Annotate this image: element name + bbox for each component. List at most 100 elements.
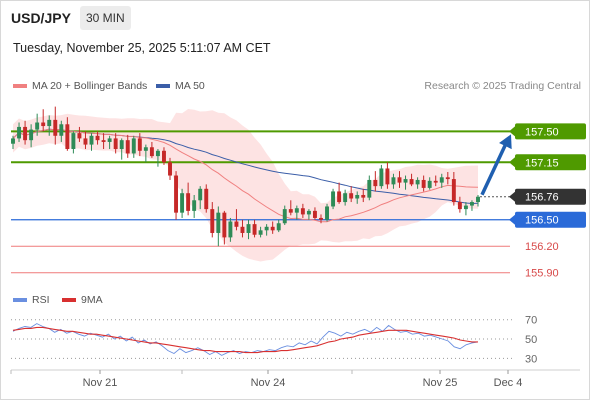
timeframe-button[interactable]: 30 MIN xyxy=(80,6,131,30)
candle-body xyxy=(101,140,106,142)
candle-body xyxy=(65,124,70,150)
level-label-157.15: 157.15 xyxy=(525,157,559,169)
legend-ma20: MA 20 + Bollinger Bands xyxy=(13,80,147,92)
rsi-swatch xyxy=(13,298,27,302)
rsi-line xyxy=(12,323,479,356)
candle-body xyxy=(282,209,287,224)
candle-body xyxy=(270,226,275,231)
legend-rsi: RSI xyxy=(13,294,50,306)
candle-body xyxy=(463,205,468,210)
level-tag-156.76 xyxy=(515,188,586,205)
candle-body xyxy=(445,177,450,180)
ma20-swatch xyxy=(13,84,27,88)
candle-body xyxy=(107,138,112,142)
candle-body xyxy=(252,224,257,235)
rsi-tick-label-70: 70 xyxy=(525,315,537,327)
rsi-ma-label: 9MA xyxy=(81,294,103,306)
candle-body xyxy=(312,210,317,218)
symbol-title: USD/JPY xyxy=(11,10,71,26)
candle-body xyxy=(325,206,329,220)
candle-body xyxy=(53,119,58,136)
credit-text: Research © 2025 Trading Central xyxy=(424,80,581,92)
legend-rsi-ma: 9MA xyxy=(62,294,103,306)
candle-body xyxy=(319,217,323,220)
candle-body xyxy=(306,210,311,215)
candle-body xyxy=(427,180,432,188)
level-tag-pointer-156.50 xyxy=(509,214,515,225)
candle-body xyxy=(137,138,142,151)
level-tag-pointer-157.15 xyxy=(509,157,515,168)
candle-body xyxy=(337,191,342,203)
candle-body xyxy=(433,180,438,183)
candle-body xyxy=(216,212,221,233)
timestamp: Tuesday, November 25, 2025 5:11:07 AM CE… xyxy=(13,41,271,55)
candle-body xyxy=(47,119,52,127)
candle-body xyxy=(168,162,172,176)
candle-body xyxy=(162,150,166,163)
candle-body xyxy=(451,179,456,203)
candle-body xyxy=(143,147,148,151)
candle-body xyxy=(439,177,444,183)
candle-body xyxy=(397,177,402,183)
candle-body xyxy=(234,221,239,227)
candle-body xyxy=(59,124,64,136)
candle-body xyxy=(29,129,34,141)
level-label-156.50: 156.50 xyxy=(525,215,559,227)
candle-body xyxy=(149,147,154,157)
level-label-156.20: 156.20 xyxy=(525,241,559,253)
candle-body xyxy=(119,140,124,150)
rsi-tick-label-50: 50 xyxy=(525,334,537,346)
x-tick-label-Dec 4: Dec 4 xyxy=(494,377,523,389)
candle-body xyxy=(210,209,215,233)
candle-body xyxy=(373,179,378,187)
candle-body xyxy=(11,138,15,144)
candle-body xyxy=(228,221,233,238)
ma50-label: MA 50 xyxy=(175,80,205,92)
x-tick-label-Nov 24: Nov 24 xyxy=(251,377,286,389)
level-tag-pointer-157.50 xyxy=(509,126,515,137)
candle-body xyxy=(222,212,227,238)
ma20-label: MA 20 + Bollinger Bands xyxy=(32,80,148,92)
candle-body xyxy=(457,202,462,210)
level-label-155.90: 155.90 xyxy=(525,268,559,280)
candle-body xyxy=(343,193,348,203)
rsi-ma-swatch xyxy=(62,298,76,302)
target-arrow-head xyxy=(499,134,512,150)
candle-body xyxy=(300,208,305,215)
candle-body xyxy=(180,193,185,213)
candle-body xyxy=(469,202,474,206)
level-label-157.50: 157.50 xyxy=(525,126,559,138)
candle-body xyxy=(367,179,372,198)
candle-body xyxy=(361,194,366,198)
candle-body xyxy=(35,122,40,130)
candle-body xyxy=(17,126,22,139)
candle-body xyxy=(155,150,160,157)
candle-body xyxy=(131,138,136,154)
level-tag-157.50 xyxy=(515,123,586,140)
rsi-ma-line xyxy=(12,326,478,354)
candle-body xyxy=(331,191,336,207)
candle-body xyxy=(71,133,76,150)
ma50-swatch xyxy=(156,84,170,88)
candle-body xyxy=(288,209,293,213)
candle-body xyxy=(276,223,281,231)
candle-body xyxy=(41,122,46,127)
candle-body xyxy=(89,135,94,145)
candle-body xyxy=(77,133,82,139)
x-tick-label-Nov 21: Nov 21 xyxy=(83,377,118,389)
candle-body xyxy=(258,230,263,235)
level-label-156.76: 156.76 xyxy=(525,192,559,204)
candle-body xyxy=(113,138,118,150)
x-tick-label-Nov 25: Nov 25 xyxy=(423,377,458,389)
candle-body xyxy=(83,138,88,145)
rsi-tick-label-30: 30 xyxy=(525,353,537,365)
level-tag-157.15 xyxy=(515,154,586,171)
candle-body xyxy=(192,200,197,211)
candle-body xyxy=(294,208,299,213)
candle-body xyxy=(174,175,179,213)
candle-body xyxy=(355,194,360,199)
legend-ma50: MA 50 xyxy=(156,80,205,92)
candle-body xyxy=(349,193,354,199)
candle-body xyxy=(95,135,100,141)
